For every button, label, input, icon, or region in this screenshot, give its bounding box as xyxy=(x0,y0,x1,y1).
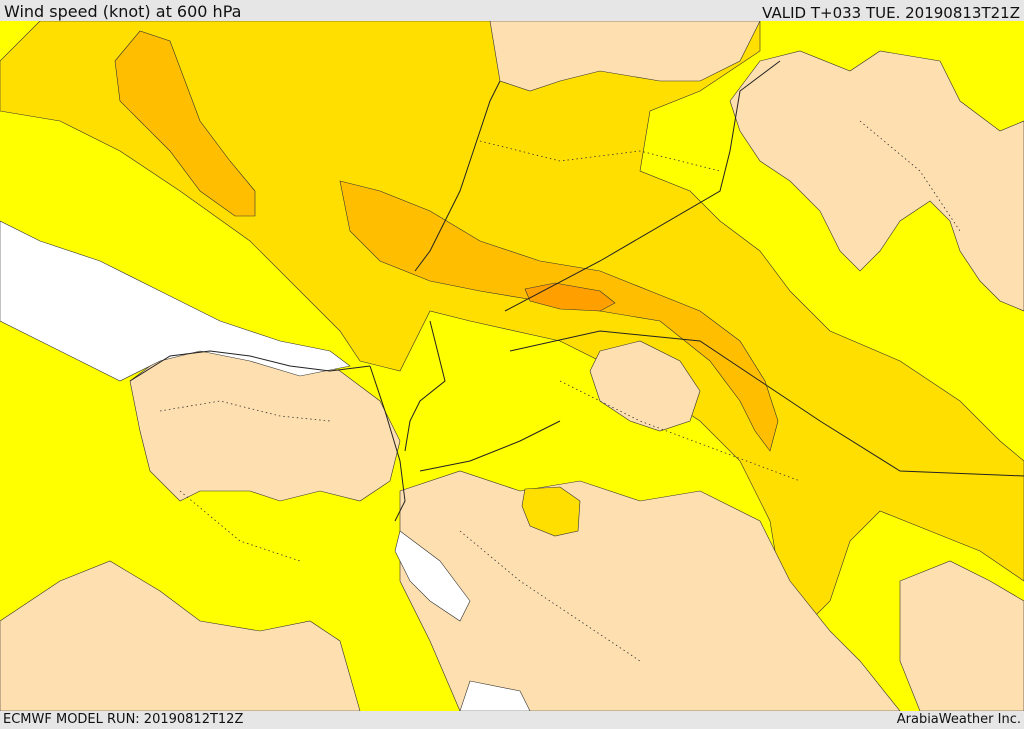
band-orange-central xyxy=(339,180,779,452)
band-beige-north xyxy=(489,21,761,92)
band-white-mediterranean xyxy=(0,220,351,382)
wind-speed-map xyxy=(0,21,1024,711)
header-bar: Wind speed (knot) at 600 hPa VALID T+033… xyxy=(0,0,1024,22)
province-boundaries xyxy=(159,120,961,662)
band-orange-core xyxy=(524,282,616,312)
credit-text: ArabiaWeather Inc. xyxy=(896,712,1021,727)
valid-time: VALID T+033 TUE. 20190813T21Z xyxy=(762,4,1020,22)
band-beige-south-central xyxy=(399,470,901,711)
band-white-red-sea xyxy=(394,530,471,622)
map-title: Wind speed (knot) at 600 hPa xyxy=(4,2,242,21)
footer-bar: ECMWF MODEL RUN: 20190812T12Z ArabiaWeat… xyxy=(0,711,1024,729)
model-run: ECMWF MODEL RUN: 20190812T12Z xyxy=(3,712,244,727)
band-white-south xyxy=(459,680,531,711)
band-beige-east xyxy=(729,50,1024,312)
country-borders xyxy=(129,60,1024,522)
band-yellow-patch xyxy=(521,486,581,537)
band-orange-nw xyxy=(114,30,256,217)
band-beige-se xyxy=(899,560,1024,711)
map-area xyxy=(0,21,1024,711)
band-orange-light xyxy=(0,21,1024,622)
band-beige-sw-lower xyxy=(0,560,361,711)
band-beige-center xyxy=(589,340,701,432)
